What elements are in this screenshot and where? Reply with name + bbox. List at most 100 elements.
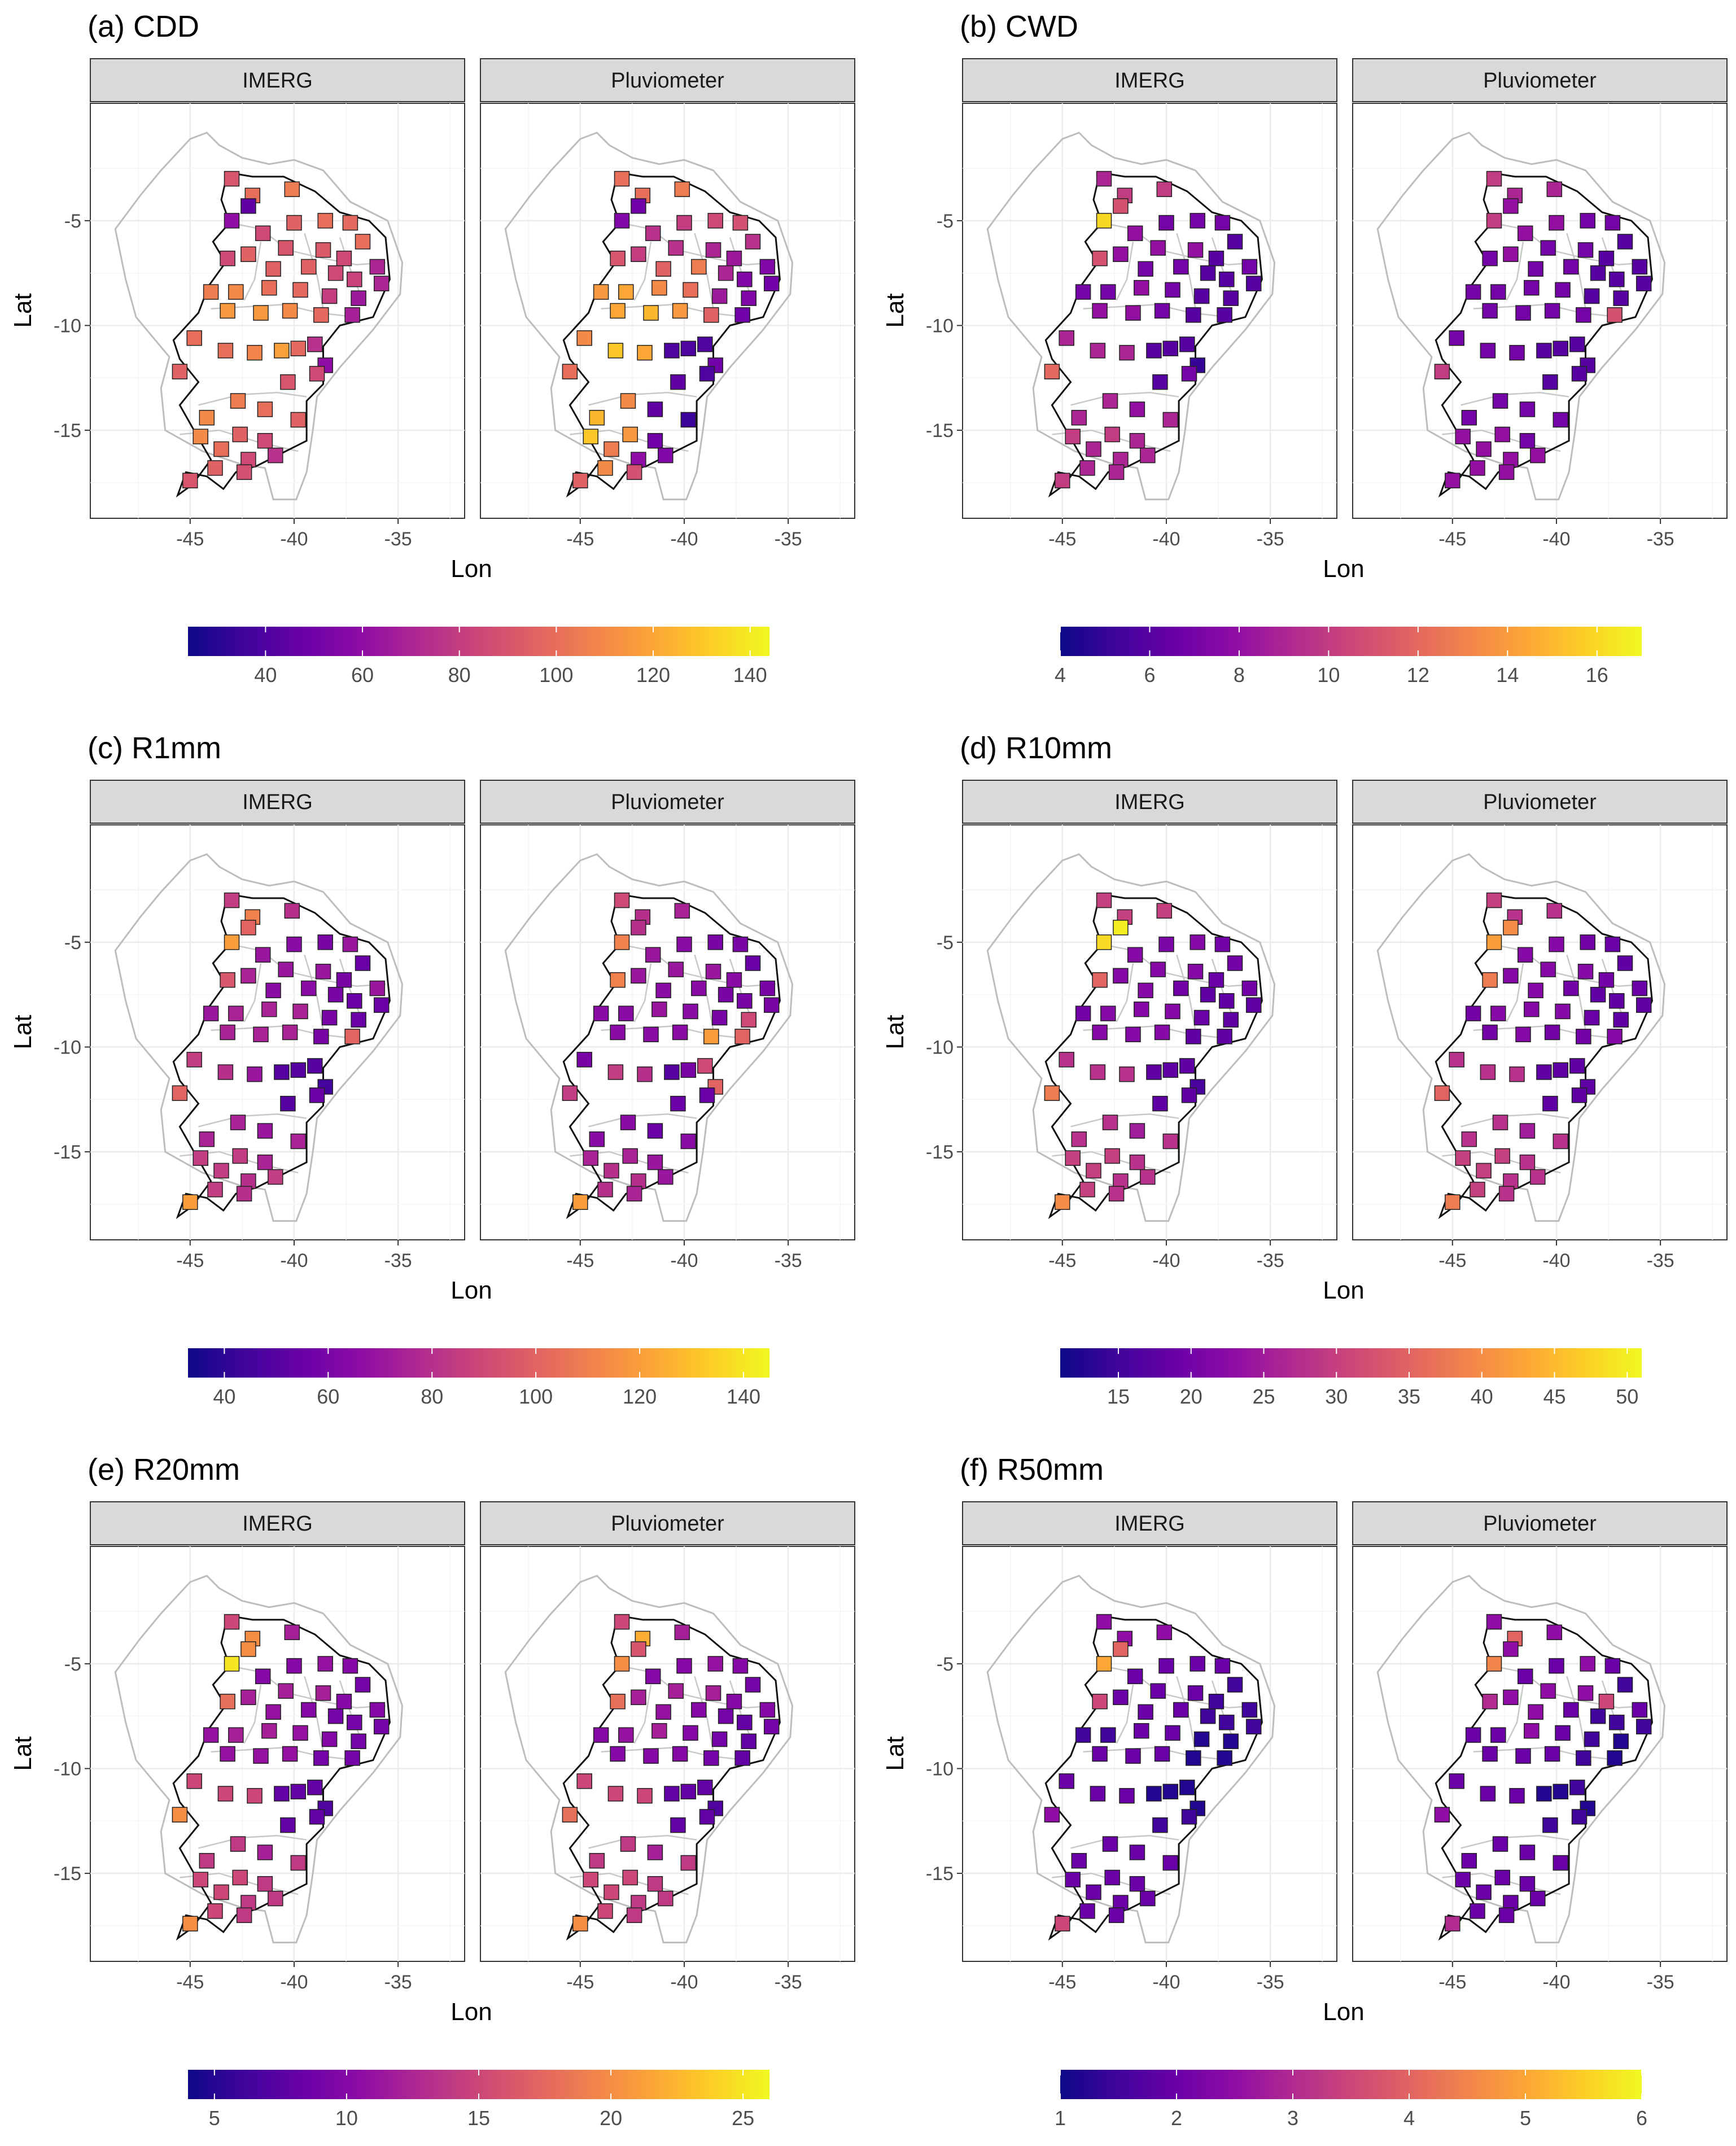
station-square xyxy=(1509,1787,1525,1804)
station-square xyxy=(327,986,344,1003)
colorbar-tick-label: 100 xyxy=(519,1385,553,1408)
basin-outline xyxy=(562,893,781,1220)
station-square xyxy=(315,1685,331,1701)
station-square xyxy=(610,250,626,266)
station-square xyxy=(1524,1723,1540,1739)
station-square xyxy=(670,1095,686,1112)
station-square xyxy=(278,1683,294,1699)
station-square xyxy=(1104,1148,1120,1164)
station-square xyxy=(707,1656,723,1672)
station-square xyxy=(217,1064,234,1080)
station-square xyxy=(1445,473,1460,488)
station-square xyxy=(1576,307,1591,323)
x-tick-label: -35 xyxy=(384,1250,412,1271)
station-square xyxy=(1158,215,1174,231)
station-square xyxy=(1584,288,1600,304)
station-square xyxy=(1617,955,1633,971)
station-square xyxy=(1542,1817,1558,1833)
colorbar-tick-label: 20 xyxy=(600,2106,622,2130)
colorbar-gradient xyxy=(1060,1348,1642,1378)
station-square xyxy=(1086,441,1101,457)
station-square xyxy=(224,892,240,908)
station-square xyxy=(626,1907,642,1924)
panel-title: (f) R50mm xyxy=(960,1453,1104,1487)
state-boundary xyxy=(1460,1835,1569,1849)
station-square xyxy=(1134,1001,1149,1017)
station-square xyxy=(691,980,707,996)
station-square xyxy=(614,1656,630,1672)
x-tick-label: -45 xyxy=(1438,1250,1466,1271)
station-square xyxy=(1498,464,1515,480)
station-square xyxy=(1055,473,1070,488)
station-square xyxy=(282,1024,298,1041)
station-square xyxy=(1096,1656,1112,1672)
station-square xyxy=(683,1003,698,1020)
station-square xyxy=(741,290,757,306)
station-square xyxy=(1569,1058,1585,1074)
station-square xyxy=(614,934,630,950)
facet-strip xyxy=(480,780,855,824)
station-square xyxy=(1524,279,1540,296)
station-square xyxy=(562,1807,578,1822)
station-square xyxy=(290,1133,307,1150)
station-square xyxy=(307,336,323,352)
station-square xyxy=(626,1186,642,1202)
station-square xyxy=(711,288,728,304)
station-square xyxy=(1092,1693,1108,1710)
station-square xyxy=(286,215,302,231)
station-square xyxy=(1113,198,1129,214)
station-square xyxy=(1165,1725,1180,1741)
station-square xyxy=(1515,305,1531,321)
station-square xyxy=(351,1733,366,1749)
station-square xyxy=(626,464,642,480)
station-square xyxy=(1519,1845,1536,1860)
station-square xyxy=(315,242,331,258)
x-tick-label: -40 xyxy=(280,1972,308,1993)
facet-label: IMERG xyxy=(1114,1512,1185,1536)
station-square xyxy=(1492,1836,1508,1852)
station-square xyxy=(1245,276,1262,291)
station-square xyxy=(321,1731,338,1747)
station-square xyxy=(1540,240,1556,256)
station-square xyxy=(1208,250,1225,266)
station-square xyxy=(1241,980,1258,996)
station-square xyxy=(604,1162,619,1179)
station-square xyxy=(336,972,352,988)
station-square xyxy=(614,1614,630,1630)
y-axis-label: Lat xyxy=(9,293,37,327)
station-square xyxy=(1470,460,1485,476)
state-boundary xyxy=(694,233,714,309)
station-square xyxy=(327,265,344,281)
station-square xyxy=(224,1656,240,1672)
station-square xyxy=(1490,284,1506,300)
state-boundary xyxy=(1116,963,1134,1022)
station-square xyxy=(718,1708,734,1724)
station-square xyxy=(220,972,235,988)
y-tick-label: -10 xyxy=(54,315,81,336)
colorbar-tick-label: 100 xyxy=(539,663,573,687)
station-square xyxy=(255,225,271,241)
station-square xyxy=(327,1708,344,1724)
station-square xyxy=(224,171,240,187)
station-square xyxy=(1200,1708,1216,1724)
station-square xyxy=(1104,1869,1120,1886)
y-tick-label: -10 xyxy=(926,1758,954,1780)
x-axis-label: Lon xyxy=(451,1277,492,1304)
region-outline xyxy=(504,853,794,1222)
station-square xyxy=(1223,1012,1239,1028)
station-square xyxy=(637,344,653,361)
station-square xyxy=(759,1702,776,1718)
y-tick-label: -5 xyxy=(937,1654,954,1675)
station-square xyxy=(1108,1186,1125,1202)
station-square xyxy=(651,1001,667,1017)
station-square xyxy=(1563,980,1579,996)
station-square xyxy=(1055,1194,1070,1210)
station-square xyxy=(220,303,235,319)
station-square xyxy=(1546,181,1563,197)
station-square xyxy=(290,1062,307,1078)
station-square xyxy=(668,961,684,977)
colorbar-tick-label: 4 xyxy=(1403,2106,1415,2130)
station-square xyxy=(1503,1689,1519,1706)
station-square xyxy=(622,426,638,443)
station-square xyxy=(230,393,246,409)
